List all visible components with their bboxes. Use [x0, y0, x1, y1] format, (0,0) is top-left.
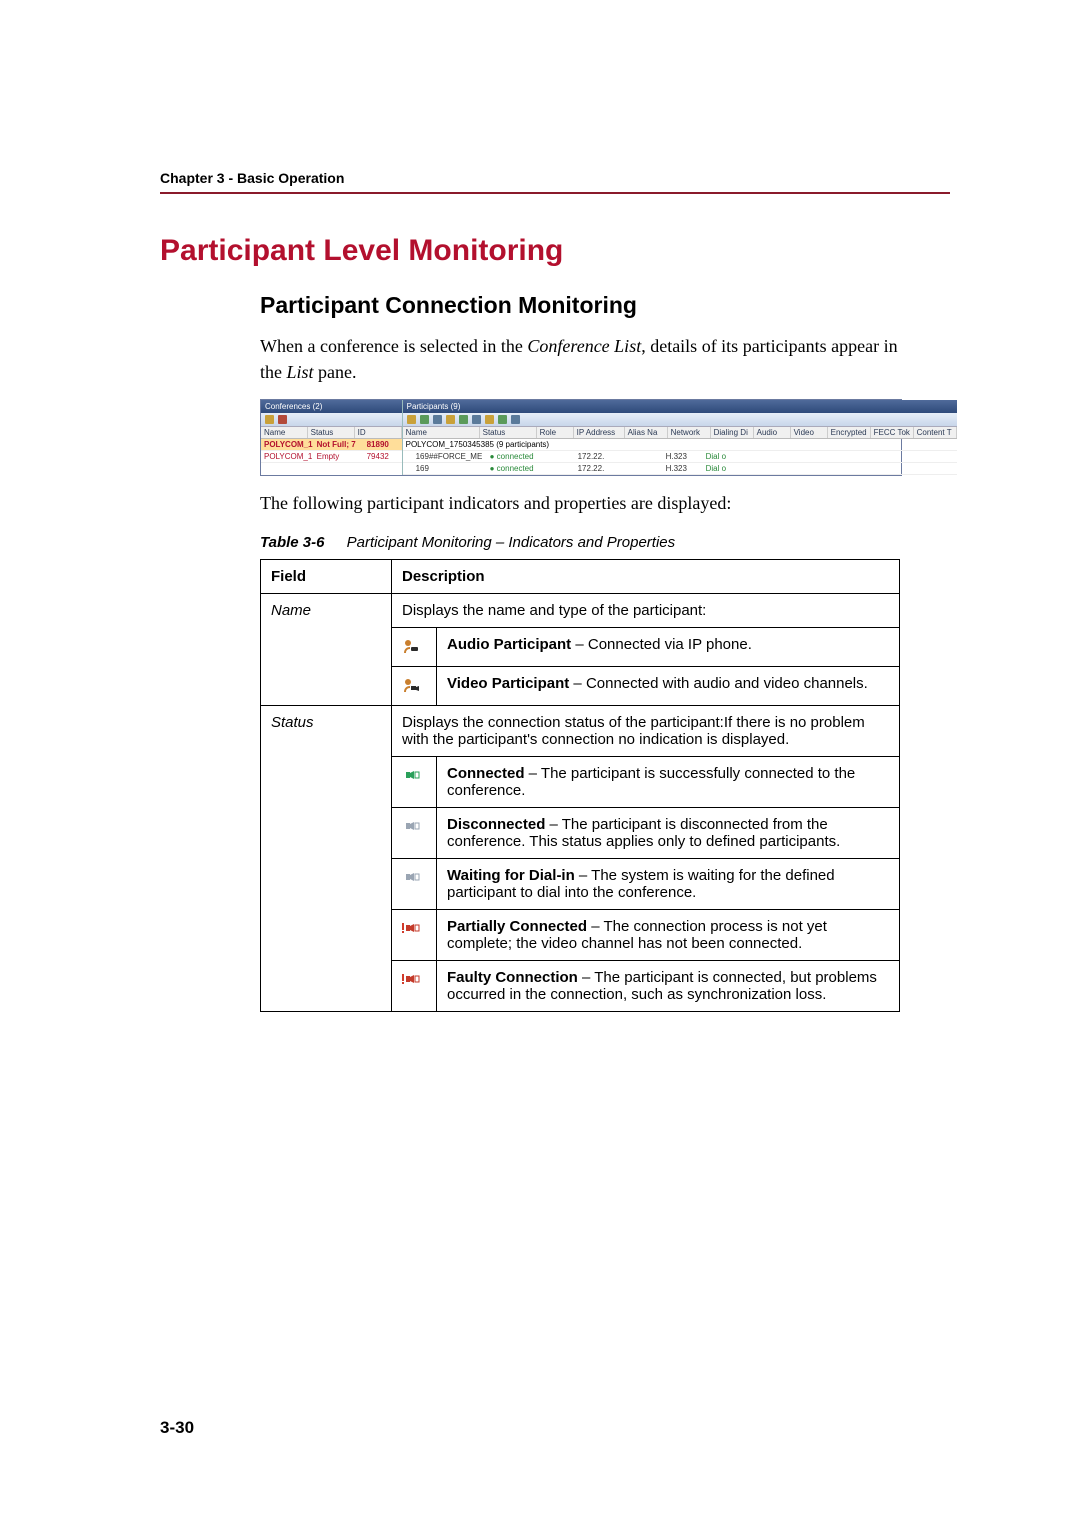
conf-pane-title: Conferences (2) [261, 400, 402, 413]
bold-label: Partially Connected [447, 918, 587, 935]
table-caption-label: Table 3-6 [260, 534, 324, 551]
bold-label: Disconnected [447, 816, 545, 833]
col-header: Role [537, 427, 574, 438]
col-header: ID [355, 427, 402, 438]
text-italic: Conference List [527, 336, 641, 356]
header-rule [160, 192, 950, 194]
col-header: Name [261, 427, 308, 438]
status-desc: Waiting for Dial-in – The system is wait… [437, 859, 900, 910]
field-status-cont [261, 757, 392, 808]
table-caption: Table 3-6 Participant Monitoring – Indic… [160, 534, 950, 551]
text: pane. [314, 362, 357, 382]
col-header: FECC Tok [871, 427, 914, 438]
field-name-cont [261, 628, 392, 667]
text: – Connected with audio and video channel… [569, 675, 868, 692]
participant-group-row: POLYCOM_1750345385 (9 participants) [403, 439, 957, 451]
screenshot-figure: Conferences (2) NameStatusID POLYCOM_1No… [260, 399, 902, 476]
col-header: Status [480, 427, 537, 438]
status-icon [392, 859, 437, 910]
name-intro: Displays the name and type of the partic… [392, 594, 900, 628]
field-status: Status [261, 706, 392, 757]
field-name: Name [261, 594, 392, 628]
col-header: Audio [754, 427, 791, 438]
part-pane-title: Participants (9) [403, 400, 957, 413]
subsection-heading: Participant Connection Monitoring [160, 292, 950, 319]
table-caption-text: Participant Monitoring – Indicators and … [347, 534, 676, 551]
participant-row: 169##FORCE_ME● connected172.22.H.323Dial… [403, 451, 957, 463]
status-desc: Connected – The participant is successfu… [437, 757, 900, 808]
col-header: IP Address [574, 427, 625, 438]
col-header: Status [308, 427, 355, 438]
video-participant-desc: Video Participant – Connected with audio… [437, 667, 900, 706]
field-name-cont [261, 667, 392, 706]
text: When a conference is selected in the [260, 336, 527, 356]
status-intro: Displays the connection status of the pa… [392, 706, 900, 757]
col-header: Network [668, 427, 711, 438]
intro-paragraph-1: When a conference is selected in the Con… [160, 333, 900, 385]
text: – Connected via IP phone. [571, 636, 752, 653]
col-header: Encrypted [828, 427, 871, 438]
audio-participant-desc: Audio Participant – Connected via IP pho… [437, 628, 900, 667]
video-participant-icon [392, 667, 437, 706]
field-status-cont [261, 808, 392, 859]
status-icon [392, 808, 437, 859]
status-desc: Faulty Connection – The participant is c… [437, 961, 900, 1012]
conference-row: POLYCOM_1Empty79432 [261, 451, 402, 463]
participant-row: 169● connected172.22.H.323Dial o [403, 463, 957, 475]
col-header: Dialing Di [711, 427, 754, 438]
bold-label: Video Participant [447, 675, 569, 692]
col-header: Content T [914, 427, 957, 438]
field-status-cont [261, 961, 392, 1012]
th-description: Description [392, 560, 900, 594]
intro-paragraph-2: The following participant indicators and… [160, 490, 900, 516]
properties-table: Field Description Name Displays the name… [260, 559, 900, 1012]
status-desc: Partially Connected – The connection pro… [437, 910, 900, 961]
page-number: 3-30 [160, 1418, 194, 1438]
bold-label: Connected [447, 765, 525, 782]
status-icon [392, 757, 437, 808]
th-field: Field [261, 560, 392, 594]
text-italic: List [287, 362, 314, 382]
field-status-cont [261, 859, 392, 910]
audio-participant-icon [392, 628, 437, 667]
bold-label: Audio Participant [447, 636, 571, 653]
status-icon [392, 910, 437, 961]
conference-row: POLYCOM_1Not Full; 781890 [261, 439, 402, 451]
bold-label: Faulty Connection [447, 969, 578, 986]
bold-label: Waiting for Dial-in [447, 867, 575, 884]
field-status-cont [261, 910, 392, 961]
section-heading: Participant Level Monitoring [160, 234, 950, 268]
col-header: Name [403, 427, 480, 438]
col-header: Video [791, 427, 828, 438]
col-header: Alias Na [625, 427, 668, 438]
status-desc: Disconnected – The participant is discon… [437, 808, 900, 859]
status-icon [392, 961, 437, 1012]
chapter-header: Chapter 3 - Basic Operation [160, 170, 950, 186]
